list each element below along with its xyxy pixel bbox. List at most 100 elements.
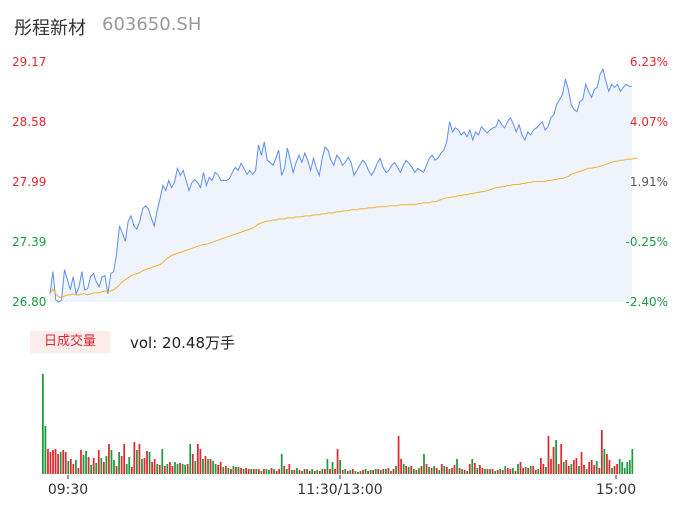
volume-bar <box>463 470 466 474</box>
volume-bar <box>136 450 138 474</box>
volume-bar <box>529 466 532 474</box>
volume-bar <box>433 466 436 474</box>
volume-bar <box>362 470 364 474</box>
volume-bar <box>171 466 174 474</box>
volume-bar <box>189 444 192 474</box>
volume-bar <box>95 463 98 474</box>
volume-bar <box>52 450 54 474</box>
volume-bar <box>575 458 578 474</box>
volume-bar <box>263 469 265 474</box>
volume-bar <box>329 469 331 474</box>
volume-bar <box>270 468 273 474</box>
volume-bar <box>593 465 596 474</box>
volume-bar <box>293 470 296 474</box>
volume-bar <box>387 468 390 474</box>
volume-bar <box>565 460 568 474</box>
volume-bar <box>491 469 494 474</box>
volume-bar <box>130 467 133 474</box>
volume-bar <box>176 464 179 474</box>
volume-bar <box>351 469 354 474</box>
volume-bar <box>227 468 230 474</box>
volume-bar <box>240 468 242 474</box>
volume-bar <box>138 444 141 474</box>
volume-bar <box>301 471 303 474</box>
volume-bar <box>100 458 103 474</box>
volume-bar <box>390 471 392 474</box>
volume-bar <box>364 469 367 474</box>
volume-bar <box>573 460 575 474</box>
x-tick-label: 15:00 <box>596 482 636 498</box>
volume-bar <box>476 468 479 474</box>
volume-bar <box>397 436 400 474</box>
volume-bar <box>484 469 486 474</box>
volume-bar <box>522 468 524 474</box>
volume-bar <box>354 471 357 474</box>
volume-bar <box>72 464 75 474</box>
volume-bar <box>278 469 281 474</box>
volume-bar <box>514 471 517 474</box>
volume-bar <box>367 471 369 474</box>
volume-bar <box>313 471 316 474</box>
volume-bar <box>445 467 448 474</box>
volume-bar <box>550 459 552 474</box>
volume-bar <box>108 444 110 474</box>
volume-bar <box>49 452 52 474</box>
volume-bar <box>316 470 319 474</box>
volume-bar <box>339 460 342 474</box>
volume-bar <box>217 465 220 474</box>
volume-bar <box>466 471 469 474</box>
volume-bar <box>570 464 573 474</box>
volume-bar <box>494 471 496 474</box>
volume-bar <box>118 452 120 474</box>
volume-bar <box>268 470 270 474</box>
volume-bar <box>402 464 405 474</box>
volume-badge[interactable]: 日成交量 <box>30 331 110 353</box>
volume-bar <box>512 468 514 474</box>
volume-bar <box>260 471 263 474</box>
volume-bar <box>539 458 542 474</box>
volume-bar <box>219 462 222 474</box>
y-tick-right: 4.07% <box>630 115 668 129</box>
volume-bar <box>412 469 415 474</box>
volume-bar <box>174 462 176 474</box>
volume-bar <box>489 469 491 474</box>
volume-bar <box>400 459 402 474</box>
volume-bar <box>288 464 291 474</box>
volume-bar <box>115 466 118 474</box>
volume-bar <box>80 450 82 474</box>
volume-bar <box>618 459 621 474</box>
volume-bar <box>372 470 375 474</box>
volume-bar <box>196 444 199 474</box>
volume-bar <box>524 467 527 474</box>
y-tick-left: 26.80 <box>12 295 46 309</box>
volume-bar <box>97 450 100 474</box>
volume-bar <box>438 470 441 474</box>
volume-bar <box>242 469 245 474</box>
volume-bar <box>359 471 362 474</box>
volume-bar <box>590 460 593 474</box>
volume-bar <box>379 470 382 474</box>
volume-bar <box>631 449 634 474</box>
volume-bar <box>291 470 293 474</box>
volume-bar <box>69 459 72 474</box>
volume-bar <box>255 469 258 474</box>
volume-bar <box>580 452 583 474</box>
volume-bar <box>120 456 123 474</box>
volume-bar <box>257 469 260 474</box>
volume-bar <box>603 449 606 474</box>
volume-bar <box>344 469 347 474</box>
volume-bar <box>527 468 530 474</box>
volume-bar <box>517 464 519 474</box>
volume-bar <box>92 458 95 474</box>
volume-bar <box>583 465 585 474</box>
volume-bar <box>578 466 580 474</box>
volume-bar <box>595 461 598 474</box>
volume-bar <box>621 462 624 474</box>
volume-bar <box>44 426 47 474</box>
volume-bar <box>606 454 608 474</box>
volume-bar <box>273 469 275 474</box>
volume-bar <box>128 457 131 474</box>
volume-bar <box>85 451 87 474</box>
volume-bar <box>377 469 380 474</box>
